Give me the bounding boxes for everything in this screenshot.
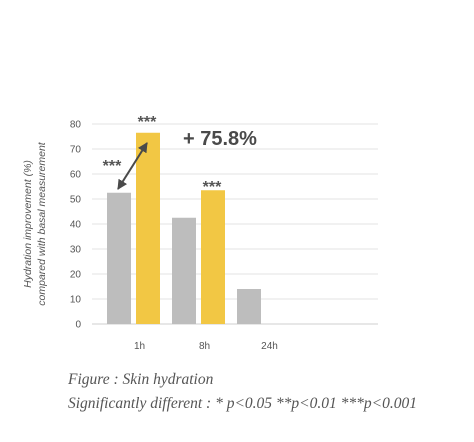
y-axis-label-line2: compared with basal measurement [36, 141, 48, 305]
y-tick-label: 60 [70, 170, 82, 181]
y-tick-label: 80 [70, 120, 82, 131]
comparison-arrow [117, 142, 148, 190]
x-tick-label: 8h [199, 341, 210, 352]
bar-8h-series-2 [201, 190, 225, 324]
x-tick-labels: 1h 8h 24h [134, 341, 278, 352]
x-tick-label: 1h [134, 341, 145, 352]
y-tick-label: 10 [70, 295, 82, 306]
delta-annotation: + 75.8% [183, 128, 257, 150]
y-tick-label: 70 [70, 145, 82, 156]
y-tick-label: 0 [75, 320, 81, 331]
y-tick-label: 30 [70, 245, 82, 256]
significance-gray-1h: *** [103, 158, 122, 175]
gridlines [92, 123, 378, 325]
bars [107, 132, 261, 324]
bar-1h-series-2 [136, 132, 160, 324]
caption-significance: Significantly different : * p<0.05 **p<0… [68, 395, 417, 412]
bar-8h-series-1 [172, 217, 196, 324]
y-tick-label: 50 [70, 195, 82, 206]
y-axis-label-line1: Hydration improvement (%) [22, 160, 34, 288]
bar-1h-series-1 [107, 192, 131, 324]
significance-yellow-1h: *** [138, 114, 157, 131]
y-tick-label: 40 [70, 220, 82, 231]
caption-title: Figure : Skin hydration [68, 371, 214, 388]
y-tick-labels: 0 10 20 30 40 50 60 70 80 [70, 120, 82, 331]
y-tick-label: 20 [70, 270, 82, 281]
x-tick-label: 24h [261, 341, 278, 352]
bar-24h-series-1 [237, 289, 261, 324]
significance-yellow-8h: *** [203, 179, 222, 196]
